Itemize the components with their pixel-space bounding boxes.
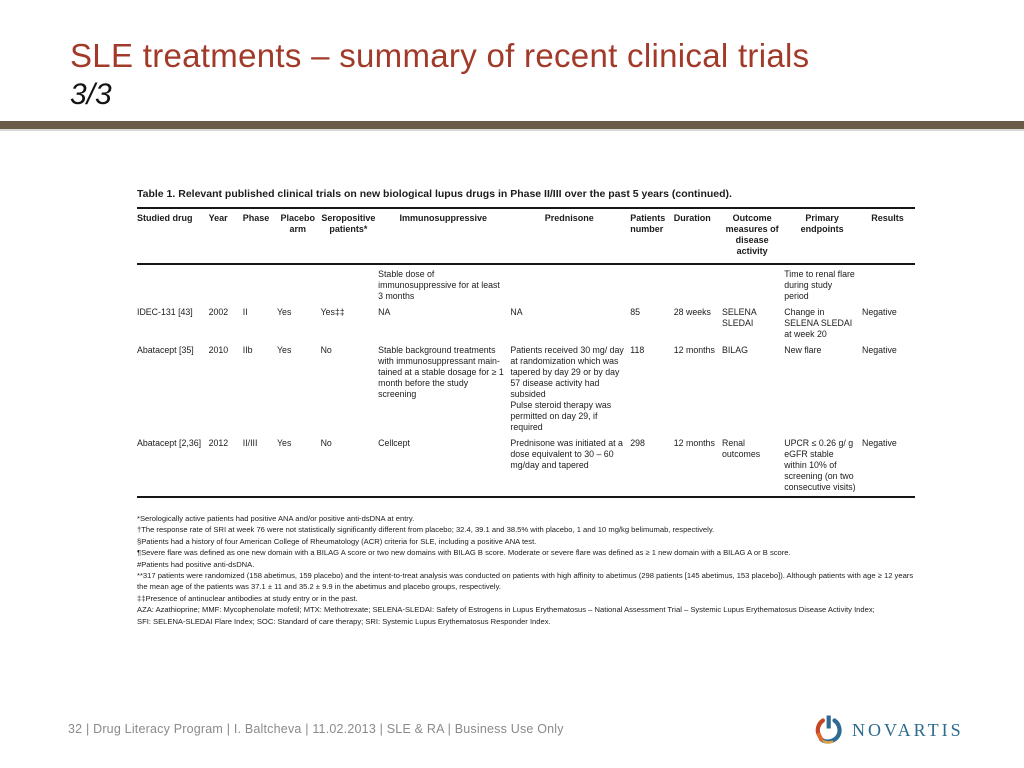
- column-header-results: Results: [862, 208, 915, 265]
- table-cell: NA: [378, 307, 391, 317]
- table-footnotes: *Serologically active patients had posit…: [137, 513, 915, 627]
- table-cell: Change in SELENA SLEDAI at week 20: [784, 307, 853, 339]
- table-cell: Yes: [277, 438, 292, 448]
- table-cell: Negative: [862, 345, 897, 355]
- column-header-duration: Duration: [673, 208, 722, 265]
- header-row: Studied drug Year Phase Placebo arm Sero…: [137, 208, 915, 265]
- column-header-studied-drug: Studied drug: [137, 208, 209, 265]
- table-cell: Negative: [862, 307, 897, 317]
- table-cell: [137, 264, 209, 305]
- table-row-continuation: Stable dose of immunosuppressive for at …: [137, 264, 915, 305]
- table-row-abatacept-2010: Abatacept [35] 2010 IIb Yes No Stable ba…: [137, 343, 915, 436]
- footnote-line: ‡‡Presence of antinuclear antibodies at …: [137, 593, 358, 603]
- novartis-wordmark: NOVARTIS: [852, 719, 964, 740]
- table-cell: [277, 264, 321, 305]
- table-cell: [243, 264, 277, 305]
- footnote-line: †The response rate of SRI at week 76 wer…: [137, 525, 715, 535]
- table-cell: NA: [510, 307, 523, 317]
- footnote-line: AZA: Azathioprine; MMF: Mycophenolate mo…: [137, 605, 875, 615]
- table-cell: 85: [630, 307, 640, 317]
- footnote-line: #Patients had positive anti-dsDNA.: [137, 559, 255, 569]
- table-cell: 2002: [208, 307, 229, 317]
- column-header-placebo-arm: Placebo arm: [277, 208, 321, 265]
- table-cell: Negative: [862, 438, 897, 448]
- footnote-line: ¶Severe flare was defined as one new dom…: [137, 548, 791, 558]
- column-header-seropositive: Seropositive patients*: [320, 208, 379, 265]
- table-cell: Renal outcomes: [722, 438, 761, 459]
- clinical-trials-table: Studied drug Year Phase Placebo arm Sero…: [137, 207, 915, 498]
- table-cell: No: [320, 438, 332, 448]
- table-cell: II: [242, 307, 248, 317]
- table-cell: 12 months: [673, 438, 715, 448]
- column-header-immunosuppressive: Immunosuppressive: [378, 208, 511, 265]
- table-cell: No: [320, 345, 332, 355]
- table-caption: Table 1. Relevant published clinical tri…: [137, 188, 732, 200]
- table-cell: Abatacept [35]: [137, 345, 194, 355]
- table-cell: Abatacept [2,36]: [137, 438, 202, 448]
- table-cell: New flare: [784, 345, 822, 355]
- table-cell: [510, 264, 630, 305]
- table-cell: [674, 264, 722, 305]
- column-header-phase: Phase: [242, 208, 277, 265]
- column-header-outcome-measures: Outcome measures of disease activity: [722, 208, 785, 265]
- table-cell: Stable background treatments with immuno…: [378, 345, 504, 399]
- table-cell: [722, 264, 784, 305]
- title-block: SLE treatments – summary of recent clini…: [70, 34, 970, 112]
- footnote-line: **317 patients were randomized (158 abet…: [137, 571, 914, 592]
- table-cell: Yes: [277, 345, 292, 355]
- page-subtitle: 3/3: [70, 78, 112, 111]
- table-cell: 12 months: [673, 345, 715, 355]
- table-cell: Prednisone was initiated at a dose equiv…: [510, 438, 623, 470]
- table-row-idec-131: IDEC-131 [43] 2002 II Yes Yes‡‡ NA NA 85…: [137, 305, 915, 343]
- title-divider: [0, 121, 1024, 131]
- table-cell: SELENA SLEDAI: [722, 307, 757, 328]
- table-cell: Stable dose of immunosuppressive for at …: [378, 269, 500, 301]
- table-row-abatacept-2012: Abatacept [2,36] 2012 II/III Yes No Cell…: [137, 436, 915, 497]
- column-header-patients-number: Patients number: [630, 208, 674, 265]
- table-cell: 2010: [208, 345, 229, 355]
- table-cell: 298: [630, 438, 645, 448]
- table-cell: Yes: [277, 307, 292, 317]
- column-header-primary-endpoints: Primary endpoints: [784, 208, 863, 265]
- table-cell: Time to renal flare during study period: [784, 269, 855, 301]
- table-cell: [209, 264, 243, 305]
- table-cell: Yes‡‡: [320, 307, 345, 317]
- novartis-flame-icon: [815, 715, 842, 744]
- clinical-trials-table-section: Table 1. Relevant published clinical tri…: [137, 188, 915, 627]
- slide-footer: 32 | Drug Literacy Program | I. Baltchev…: [68, 722, 564, 736]
- table-cell: BILAG: [722, 345, 748, 355]
- table-cell: II/III: [242, 438, 258, 448]
- footnote-line: *Serologically active patients had posit…: [137, 514, 415, 523]
- table-cell: Cellcept: [378, 438, 410, 448]
- table-cell: [630, 264, 674, 305]
- novartis-logo: NOVARTIS: [814, 710, 964, 750]
- table-cell: [862, 264, 915, 305]
- table-cell: Patients received 30 mg/ day at randomiz…: [510, 345, 624, 432]
- table-cell: [321, 264, 379, 305]
- table-cell: IDEC-131 [43]: [137, 307, 193, 317]
- page-title: SLE treatments – summary of recent clini…: [70, 37, 810, 74]
- table-cell: 118: [630, 345, 645, 355]
- table-cell: 28 weeks: [673, 307, 711, 317]
- table-cell: UPCR ≤ 0.26 g/ g eGFR stable within 10% …: [784, 438, 856, 492]
- column-header-prednisone: Prednisone: [510, 208, 631, 265]
- table-cell: 2012: [208, 438, 229, 448]
- footnote-line: §Patients had a history of four American…: [137, 536, 537, 546]
- footnote-line: SFI: SELENA-SLEDAI Flare Index; SOC: Sta…: [137, 616, 551, 626]
- table-cell: IIb: [242, 345, 253, 355]
- column-header-year: Year: [208, 208, 243, 265]
